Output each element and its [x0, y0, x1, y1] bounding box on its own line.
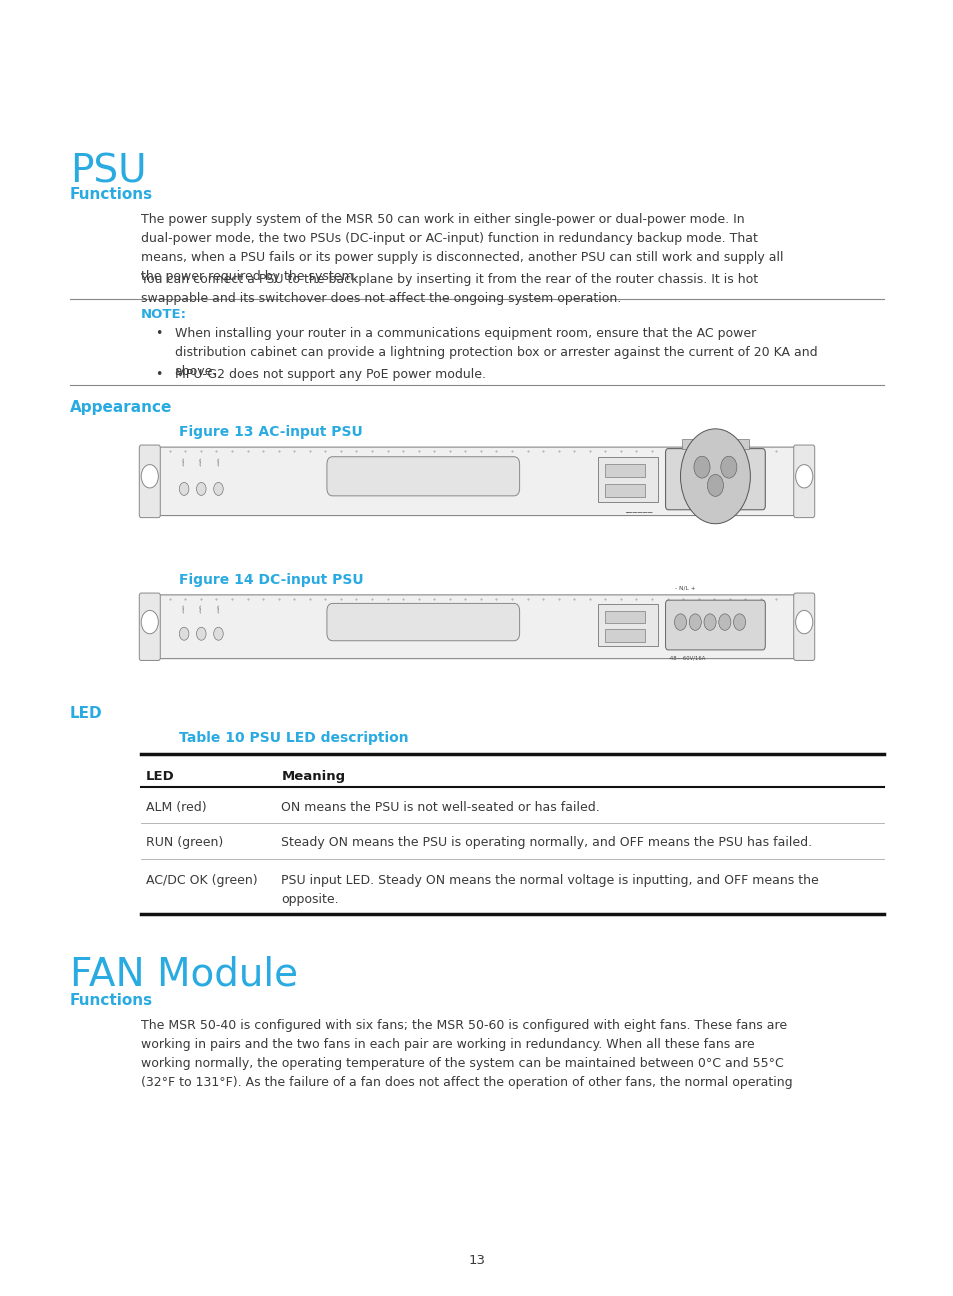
- Bar: [604, 610, 644, 623]
- Circle shape: [196, 482, 206, 495]
- Circle shape: [141, 610, 158, 634]
- Text: ALM (red): ALM (red): [146, 801, 207, 814]
- Circle shape: [141, 465, 158, 489]
- Text: /: /: [181, 605, 186, 614]
- Text: Steady ON means the PSU is operating normally, and OFF means the PSU has failed.: Steady ON means the PSU is operating nor…: [281, 836, 812, 849]
- Text: The power supply system of the MSR 50 can work in either single-power or dual-po: The power supply system of the MSR 50 ca…: [141, 213, 782, 283]
- Bar: [598, 604, 658, 645]
- Text: /: /: [215, 605, 220, 614]
- Text: /: /: [215, 457, 220, 467]
- Text: •: •: [155, 327, 163, 340]
- FancyBboxPatch shape: [327, 604, 519, 640]
- FancyBboxPatch shape: [793, 594, 814, 661]
- Text: ━━━━━━━━━━━: ━━━━━━━━━━━: [624, 511, 652, 515]
- Circle shape: [693, 456, 709, 478]
- FancyBboxPatch shape: [139, 594, 160, 661]
- FancyBboxPatch shape: [139, 445, 160, 517]
- Circle shape: [720, 456, 736, 478]
- Text: Table 10 PSU LED description: Table 10 PSU LED description: [179, 731, 409, 745]
- FancyBboxPatch shape: [793, 445, 814, 517]
- Circle shape: [674, 614, 686, 630]
- Text: NOTE:: NOTE:: [141, 308, 187, 321]
- Bar: [604, 630, 644, 642]
- Text: -48~-60V/16A: -48~-60V/16A: [668, 656, 705, 661]
- Circle shape: [688, 614, 700, 630]
- Bar: [141, 583, 812, 661]
- FancyBboxPatch shape: [157, 595, 796, 658]
- Text: The MSR 50-40 is configured with six fans; the MSR 50-60 is configured with eigh: The MSR 50-40 is configured with six fan…: [141, 1019, 792, 1089]
- Text: 13: 13: [468, 1255, 485, 1267]
- Text: PSU input LED. Steady ON means the normal voltage is inputting, and OFF means th: PSU input LED. Steady ON means the norma…: [281, 874, 819, 906]
- Circle shape: [679, 429, 750, 524]
- Bar: [604, 483, 644, 498]
- Circle shape: [213, 482, 223, 495]
- Text: •: •: [155, 368, 163, 381]
- Circle shape: [733, 614, 745, 630]
- Text: - N/L +: - N/L +: [675, 586, 695, 591]
- FancyBboxPatch shape: [327, 456, 519, 496]
- FancyBboxPatch shape: [665, 448, 764, 509]
- Text: PSU: PSU: [70, 153, 146, 191]
- Circle shape: [703, 614, 716, 630]
- Text: ON means the PSU is not well-seated or has failed.: ON means the PSU is not well-seated or h…: [281, 801, 599, 814]
- FancyBboxPatch shape: [157, 447, 796, 516]
- Text: LED: LED: [146, 770, 174, 783]
- Circle shape: [718, 614, 730, 630]
- Text: /: /: [198, 457, 203, 467]
- Circle shape: [179, 482, 189, 495]
- Circle shape: [196, 627, 206, 640]
- Text: RUN (green): RUN (green): [146, 836, 223, 849]
- Text: MPU-G2 does not support any PoE power module.: MPU-G2 does not support any PoE power mo…: [174, 368, 485, 381]
- Text: Figure 14 DC-input PSU: Figure 14 DC-input PSU: [179, 573, 364, 587]
- FancyBboxPatch shape: [665, 600, 764, 649]
- Bar: [604, 464, 644, 477]
- Text: LED: LED: [70, 706, 102, 722]
- Bar: [681, 439, 748, 450]
- Circle shape: [706, 474, 722, 496]
- Text: AC/DC OK (green): AC/DC OK (green): [146, 874, 257, 886]
- Text: /: /: [198, 605, 203, 614]
- Text: Functions: Functions: [70, 187, 152, 202]
- Circle shape: [213, 627, 223, 640]
- Circle shape: [795, 465, 812, 489]
- Text: Appearance: Appearance: [70, 400, 172, 416]
- Text: Meaning: Meaning: [281, 770, 345, 783]
- Text: /: /: [181, 457, 186, 467]
- Text: When installing your router in a communications equipment room, ensure that the : When installing your router in a communi…: [174, 327, 817, 377]
- Text: Functions: Functions: [70, 993, 152, 1008]
- Text: Figure 13 AC-input PSU: Figure 13 AC-input PSU: [179, 425, 363, 439]
- Text: You can connect a PSU to the backplane by inserting it from the rear of the rout: You can connect a PSU to the backplane b…: [141, 273, 758, 306]
- Bar: [598, 456, 658, 503]
- Bar: [141, 434, 812, 518]
- Circle shape: [179, 627, 189, 640]
- Text: FAN Module: FAN Module: [70, 955, 297, 993]
- Circle shape: [795, 610, 812, 634]
